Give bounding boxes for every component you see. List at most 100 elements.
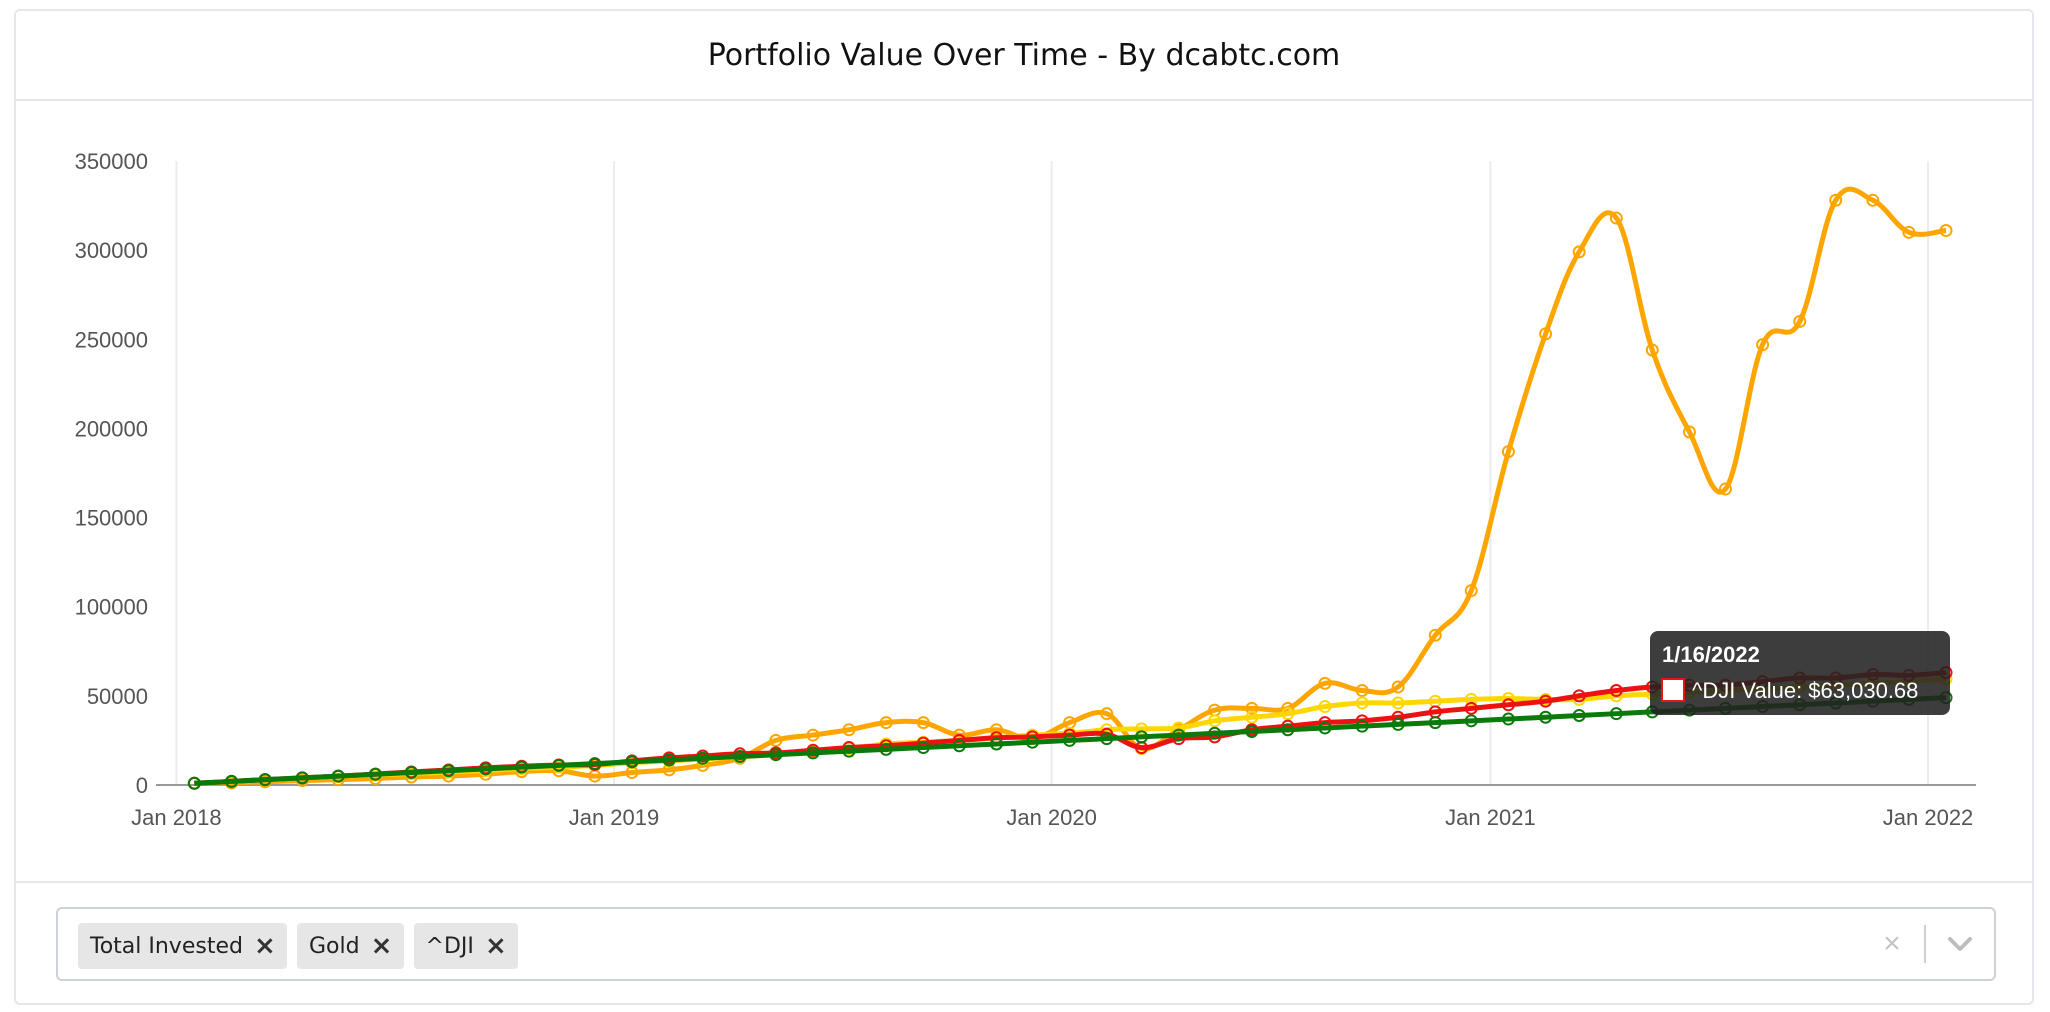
data-point — [1391, 680, 1405, 694]
data-point — [1464, 584, 1478, 598]
data-point — [1539, 327, 1553, 341]
data-point — [916, 716, 930, 730]
data-point — [479, 762, 493, 776]
clear-all-icon[interactable]: × — [1883, 927, 1901, 960]
tooltip-value: ^DJI Value: $63,030.68 — [1692, 678, 1918, 703]
y-tick-label: 200000 — [75, 416, 148, 441]
remove-chip-icon[interactable]: × — [485, 931, 507, 961]
select-controls: × — [1864, 921, 1982, 967]
tooltip-swatch — [1661, 678, 1685, 702]
data-point — [1572, 245, 1586, 259]
data-point — [442, 764, 456, 778]
card-header: Portfolio Value Over Time - By dcabtc.co… — [16, 11, 2032, 101]
data-point — [733, 749, 747, 763]
data-point — [769, 733, 783, 747]
chart-card: Portfolio Value Over Time - By dcabtc.co… — [14, 9, 2034, 1005]
card-footer: Total Invested × Gold × ^DJI × × — [16, 881, 2032, 1005]
data-point — [187, 776, 201, 790]
data-point — [1464, 701, 1478, 715]
y-tick-label: 300000 — [75, 238, 148, 263]
tooltip-box — [1650, 631, 1950, 715]
data-point — [989, 737, 1003, 751]
data-point — [842, 723, 856, 737]
data-point — [515, 760, 529, 774]
data-point — [1572, 689, 1586, 703]
chevron-down-icon[interactable] — [1938, 921, 1982, 967]
chart-title: Portfolio Value Over Time - By dcabtc.co… — [707, 37, 1341, 73]
remove-chip-icon[interactable]: × — [254, 931, 276, 961]
data-point — [1355, 684, 1369, 698]
data-point — [879, 716, 893, 730]
data-point — [1135, 730, 1149, 744]
data-point — [1428, 628, 1442, 642]
data-point — [1609, 707, 1623, 721]
data-point — [1539, 694, 1553, 708]
data-point — [1428, 716, 1442, 730]
data-point — [225, 774, 239, 788]
data-point — [625, 755, 639, 769]
data-point — [1318, 700, 1332, 714]
data-point — [1866, 193, 1880, 207]
data-point — [1609, 211, 1623, 225]
chip-dji: ^DJI × — [413, 923, 518, 969]
data-point — [1609, 684, 1623, 698]
x-tick-label: Jan 2020 — [1006, 805, 1097, 830]
data-point — [879, 742, 893, 756]
data-point — [989, 723, 1003, 737]
data-point — [806, 746, 820, 760]
y-tick-label: 350000 — [75, 149, 148, 174]
tooltip-date: 1/16/2022 — [1662, 642, 1760, 667]
chip-total-invested: Total Invested × — [78, 923, 287, 969]
data-point — [1501, 712, 1515, 726]
data-point — [696, 751, 710, 765]
data-point — [842, 744, 856, 758]
remove-chip-icon[interactable]: × — [370, 931, 393, 961]
line-chart[interactable]: Jan 2018 Jan 2019 Jan 2020 Jan 2021 Jan 2022… — [16, 101, 2032, 887]
data-point — [1829, 193, 1843, 207]
y-tick-label: 250000 — [75, 327, 148, 352]
chip-label: ^DJI — [425, 933, 474, 959]
data-point — [1318, 721, 1332, 735]
data-point — [404, 766, 418, 780]
y-tick-label: 150000 — [75, 506, 148, 531]
data-point — [662, 753, 676, 767]
data-point — [588, 757, 602, 771]
data-point — [1281, 707, 1295, 721]
data-point — [1939, 224, 1953, 238]
data-point — [1135, 722, 1149, 736]
data-point — [1355, 719, 1369, 733]
data-point — [1902, 225, 1916, 239]
data-point — [1355, 696, 1369, 710]
chip-gold: Gold × — [296, 923, 404, 969]
data-point — [1063, 733, 1077, 747]
data-point — [1245, 701, 1259, 715]
data-point — [1281, 723, 1295, 737]
data-point — [769, 748, 783, 762]
data-point — [1245, 725, 1259, 739]
data-point — [1501, 698, 1515, 712]
data-point — [1391, 696, 1405, 710]
data-point — [1025, 735, 1039, 749]
data-point — [1756, 338, 1770, 352]
data-point — [1318, 676, 1332, 690]
data-point — [1245, 710, 1259, 724]
data-point — [1100, 732, 1114, 746]
divider — [1924, 925, 1926, 963]
chart-area[interactable]: Jan 2018 Jan 2019 Jan 2020 Jan 2021 Jan 2022… — [16, 101, 2032, 887]
chip-label: Total Invested — [90, 933, 243, 959]
data-point — [1793, 314, 1807, 328]
data-point — [368, 767, 382, 781]
data-point — [1572, 708, 1586, 722]
data-point — [552, 758, 566, 772]
data-point — [1539, 710, 1553, 724]
data-point — [1208, 714, 1222, 728]
data-point — [295, 771, 309, 785]
data-point — [1464, 692, 1478, 706]
x-tick-label: Jan 2019 — [569, 805, 660, 830]
data-point — [1718, 482, 1732, 496]
data-point — [1100, 707, 1114, 721]
x-tick-label: Jan 2022 — [1883, 805, 1974, 830]
x-tick-label: Jan 2021 — [1445, 805, 1536, 830]
data-point — [1682, 425, 1696, 439]
series-multiselect[interactable]: Total Invested × Gold × ^DJI × × — [56, 907, 1996, 981]
